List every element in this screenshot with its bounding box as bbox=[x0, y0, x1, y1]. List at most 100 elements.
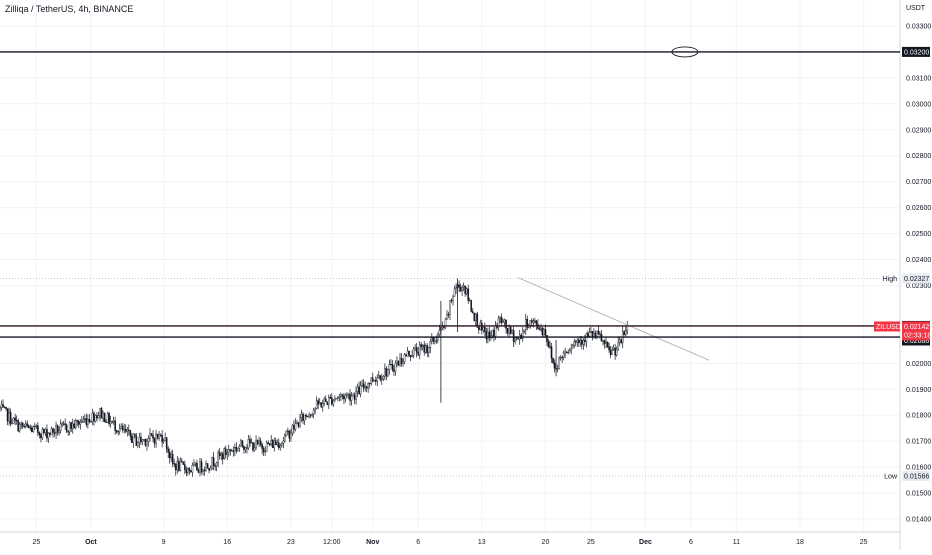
candle-body bbox=[432, 337, 435, 342]
candle-body bbox=[181, 460, 183, 463]
stat-label-high: High bbox=[883, 276, 898, 283]
candle-body bbox=[255, 440, 257, 449]
candle-body bbox=[608, 346, 610, 351]
candle-body bbox=[387, 369, 389, 377]
x-tick-label: 25 bbox=[587, 539, 595, 546]
candle-body bbox=[293, 425, 295, 430]
candle-body bbox=[40, 434, 42, 439]
candle-body bbox=[5, 406, 7, 409]
candle-body bbox=[549, 346, 551, 348]
candle-body bbox=[514, 337, 516, 342]
candle-body bbox=[61, 423, 63, 425]
candle-body bbox=[509, 326, 512, 334]
candle-body bbox=[544, 329, 547, 336]
x-tick-label: 6 bbox=[416, 539, 420, 546]
candle-body bbox=[94, 415, 97, 422]
candle-body bbox=[594, 332, 597, 337]
candle-body bbox=[77, 420, 80, 425]
candle-body bbox=[618, 339, 621, 343]
candle-body bbox=[287, 430, 289, 432]
candle-body bbox=[220, 453, 223, 456]
candle-body bbox=[350, 395, 353, 401]
candle-body bbox=[529, 320, 532, 326]
candle-body bbox=[414, 347, 416, 350]
y-tick-label: 0.02700 bbox=[906, 179, 931, 186]
candle-body bbox=[162, 440, 165, 443]
y-tick-label: 0.02400 bbox=[906, 257, 931, 264]
candle-body bbox=[315, 400, 318, 409]
candle-body bbox=[249, 439, 251, 444]
candle-body bbox=[446, 314, 448, 320]
candle-body bbox=[402, 361, 404, 364]
candle-body bbox=[344, 395, 347, 400]
candle-body bbox=[90, 421, 92, 423]
candle-body bbox=[579, 340, 582, 343]
candle-body bbox=[409, 355, 412, 357]
candle-body bbox=[318, 402, 321, 405]
candle-body bbox=[271, 440, 274, 448]
candle-body bbox=[221, 453, 224, 460]
candle-body bbox=[223, 448, 226, 460]
x-tick-label: 20 bbox=[542, 539, 550, 546]
candle-body bbox=[334, 398, 336, 401]
candle-body bbox=[279, 445, 282, 448]
candle-body bbox=[517, 338, 519, 340]
candle-body bbox=[400, 357, 403, 364]
candle-body bbox=[381, 378, 383, 380]
candle-body bbox=[567, 352, 569, 354]
candle-body bbox=[235, 447, 238, 451]
candle-body bbox=[421, 344, 424, 348]
candle-body bbox=[212, 457, 215, 467]
x-tick-label: 12:00 bbox=[323, 539, 341, 546]
candle-body bbox=[165, 437, 168, 450]
y-tick-label: 0.01800 bbox=[906, 413, 931, 420]
y-tick-label: 0.01900 bbox=[906, 387, 931, 394]
candle-body bbox=[56, 425, 59, 433]
candle-body bbox=[429, 341, 432, 348]
candle-body bbox=[44, 429, 47, 434]
stat-value-high: 0.02327 bbox=[904, 276, 929, 283]
candle-body bbox=[476, 313, 479, 328]
candle-body bbox=[8, 412, 10, 422]
candle-body bbox=[553, 362, 556, 369]
candle-body bbox=[0, 407, 1, 409]
candle-body bbox=[465, 288, 468, 294]
candle-body bbox=[24, 423, 27, 427]
candle-body bbox=[574, 341, 577, 343]
candle-body bbox=[326, 401, 329, 405]
candle-body bbox=[581, 340, 583, 345]
candle-body bbox=[96, 415, 98, 419]
y-tick-label: 0.02300 bbox=[906, 283, 931, 290]
candle-body bbox=[470, 300, 473, 312]
candle-body bbox=[237, 447, 239, 451]
candle-body bbox=[309, 414, 312, 416]
candle-body bbox=[391, 364, 394, 370]
candle-body bbox=[177, 461, 180, 471]
y-tick-label: 0.02000 bbox=[906, 361, 931, 368]
candle-body bbox=[190, 470, 192, 473]
candle-body bbox=[244, 447, 247, 450]
candle-body bbox=[587, 333, 589, 337]
extra-level-tag bbox=[902, 335, 930, 346]
candle-body bbox=[259, 440, 262, 445]
candle-body bbox=[143, 439, 145, 441]
candle-body bbox=[164, 437, 166, 441]
candle-body bbox=[606, 341, 609, 347]
candle-body bbox=[323, 398, 326, 404]
candle-body bbox=[253, 447, 256, 451]
candle-body bbox=[32, 426, 35, 433]
candle-body bbox=[408, 350, 410, 356]
candle-body bbox=[576, 339, 579, 343]
candle-body bbox=[65, 424, 68, 432]
y-tick-label: 0.01500 bbox=[906, 491, 931, 498]
candle-body bbox=[26, 423, 29, 426]
candle-body bbox=[258, 440, 260, 444]
candle-body bbox=[123, 429, 126, 431]
candle-body bbox=[438, 330, 441, 336]
candle-body bbox=[471, 311, 474, 314]
candle-body bbox=[431, 337, 433, 342]
candle-body bbox=[144, 439, 147, 446]
x-tick-label: Dec bbox=[639, 539, 652, 546]
